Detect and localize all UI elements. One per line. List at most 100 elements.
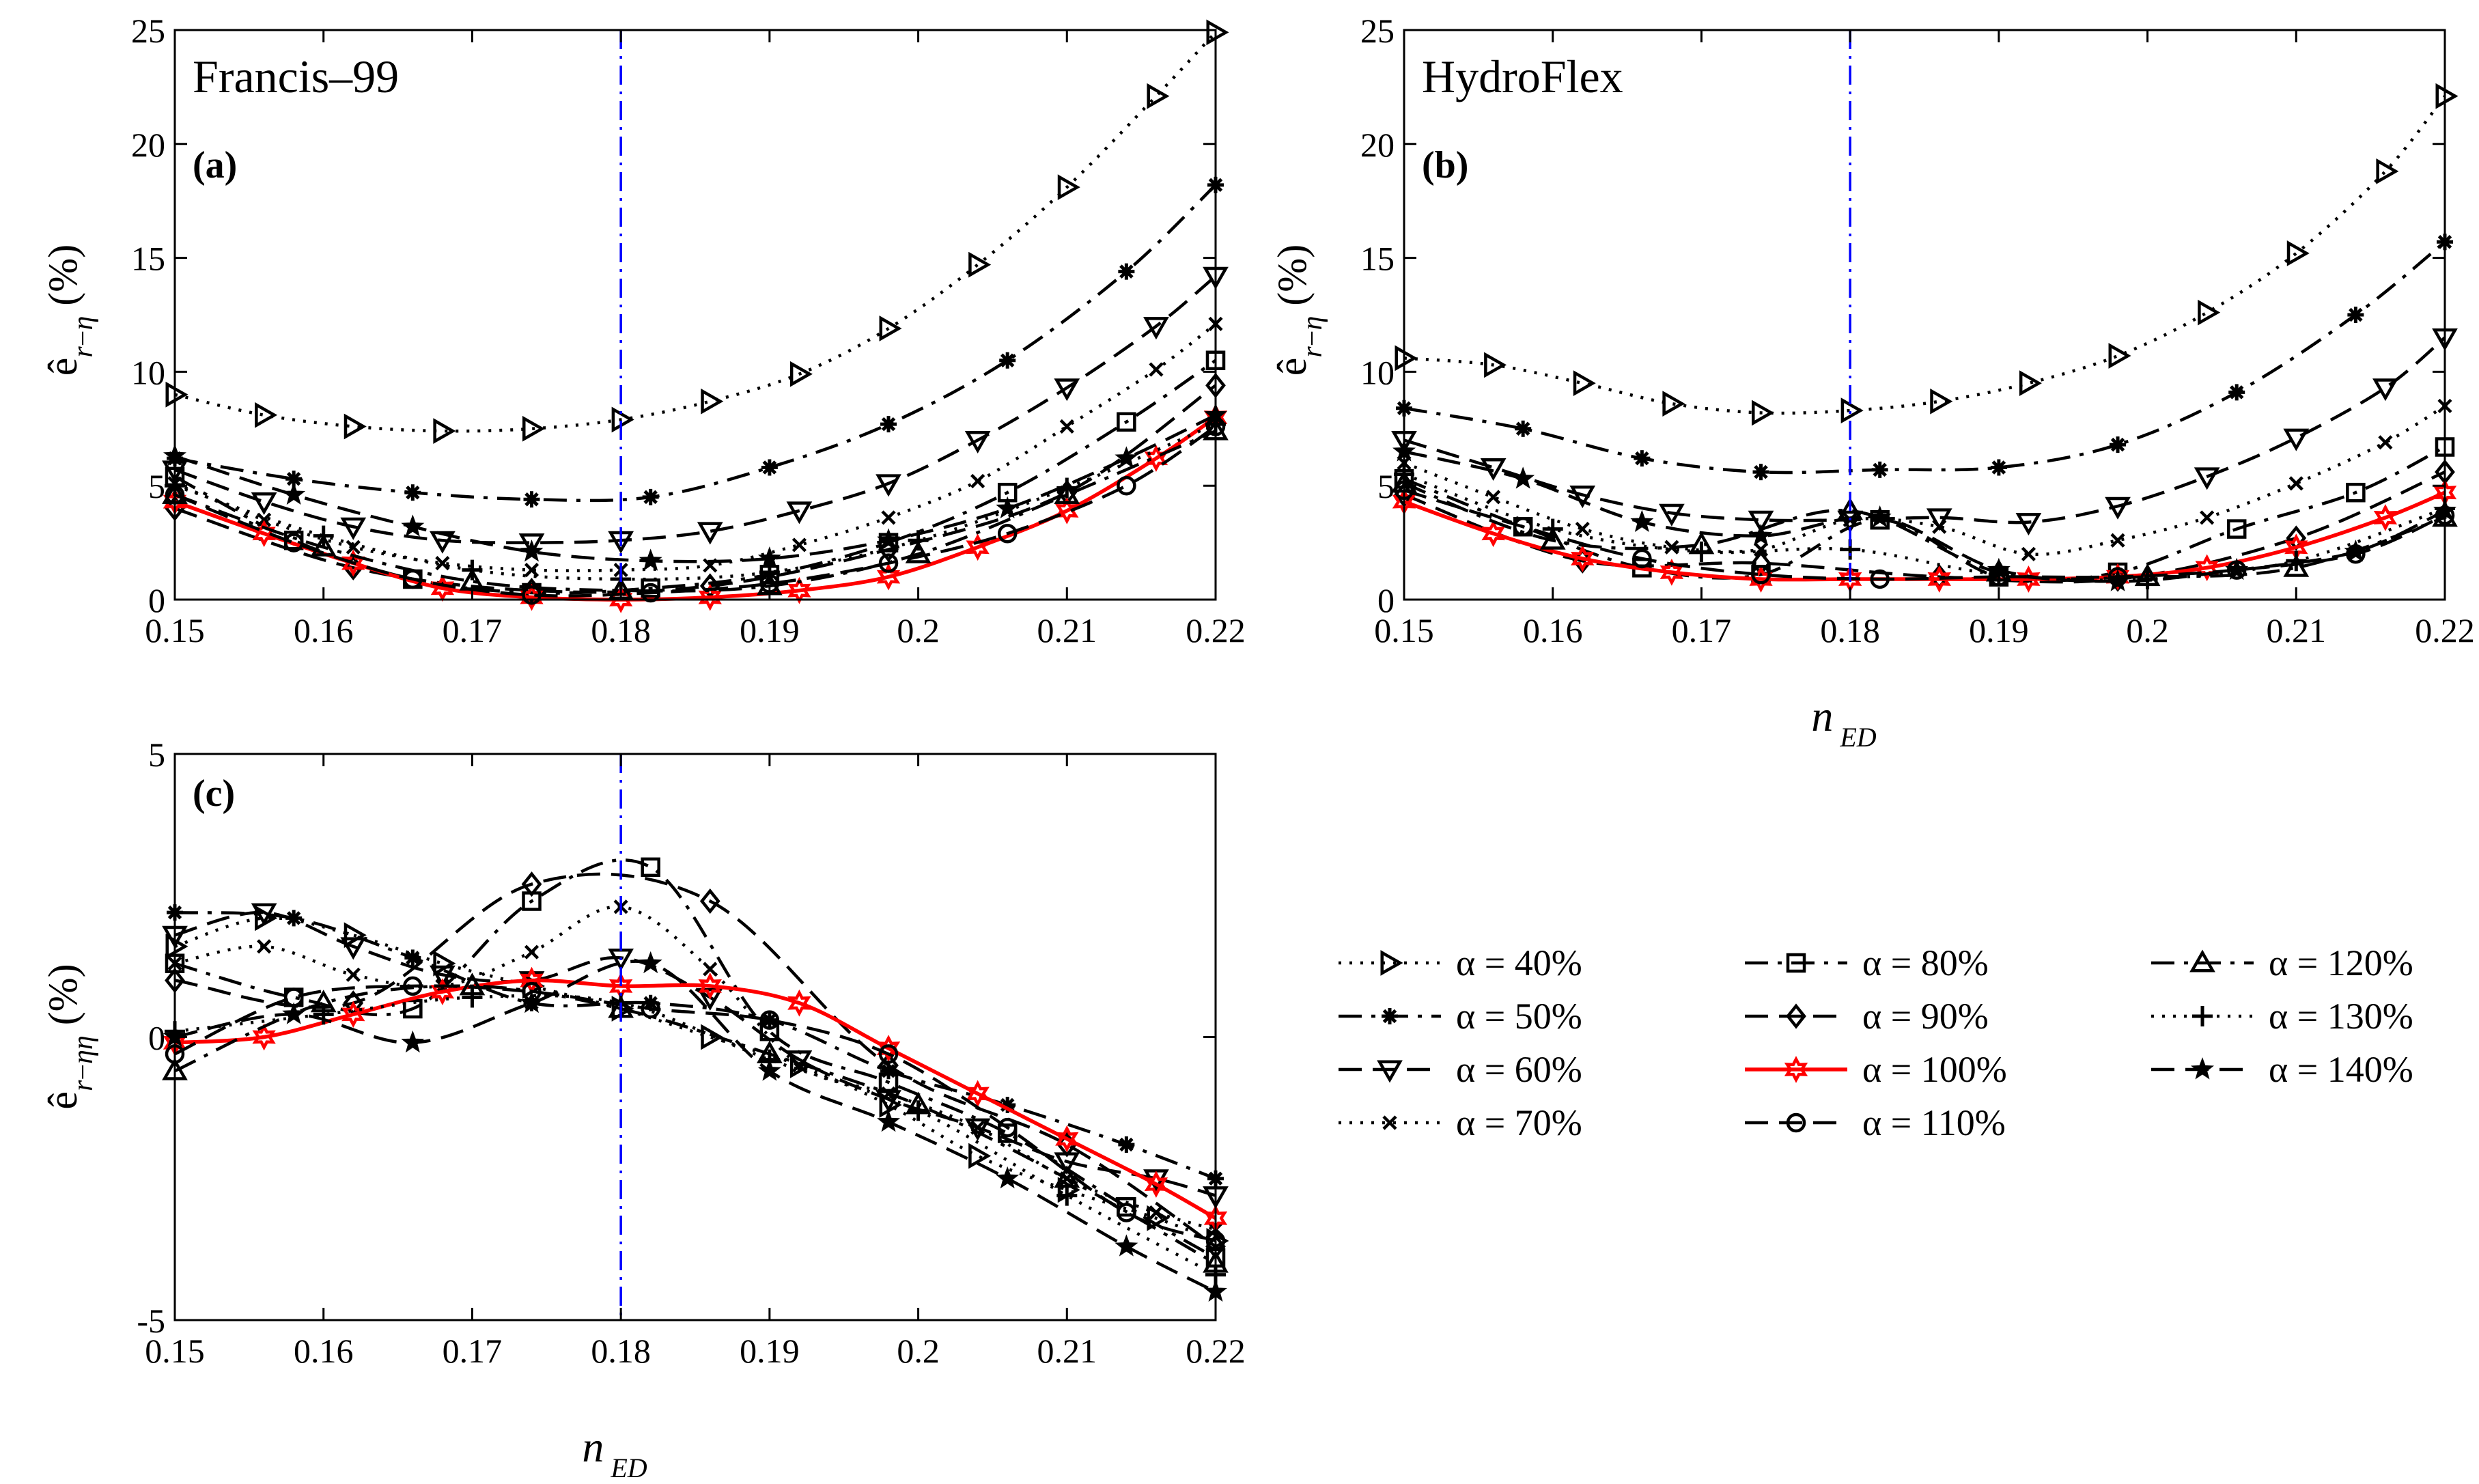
ytick-label-a-2: 10 bbox=[131, 353, 165, 391]
legend-marker-8 bbox=[2189, 949, 2215, 972]
marker-b-6-7 bbox=[2017, 565, 2041, 593]
marker-b-3-6 bbox=[1932, 519, 1947, 534]
series-line-c-6 bbox=[174, 978, 1217, 1220]
marker-a-7-1 bbox=[283, 533, 304, 552]
marker-a-2-4 bbox=[518, 533, 545, 557]
marker-c-10-4 bbox=[639, 951, 662, 974]
marker-a-10-7 bbox=[996, 496, 1020, 519]
marker-c-7-8 bbox=[1117, 1203, 1136, 1222]
series-line-b-10 bbox=[1403, 449, 2446, 583]
xtick-label-b-2: 0.17 bbox=[1672, 611, 1732, 649]
ticks-a: 0.15 0.16 0.17 0.18 0.19 0.2 0.21 0.22 0 5 10 15 20 2… bbox=[131, 12, 1246, 649]
xtick-label-c-5: 0.2 bbox=[897, 1332, 940, 1370]
marker-b-2-6 bbox=[1926, 508, 1952, 531]
marker-a-7-6 bbox=[878, 553, 899, 573]
xtick-label-b-1: 0.16 bbox=[1523, 611, 1583, 649]
legend-item-10: α = 140% bbox=[2151, 1049, 2413, 1090]
legend-item-5: α = 90% bbox=[1745, 996, 1989, 1037]
legend-item-3: α = 70% bbox=[1339, 1102, 1582, 1143]
legend: α = 40% α = 50% α = 60% α = 70% α = 80% α = 9… bbox=[1339, 942, 2413, 1143]
marker-b-1-3 bbox=[1752, 464, 1769, 481]
marker-a-1-5 bbox=[761, 459, 778, 476]
marker-c-7-2 bbox=[403, 976, 423, 996]
marker-c-7-6 bbox=[878, 1044, 899, 1064]
marker-c-9-2 bbox=[462, 987, 483, 1008]
legend-label-7: α = 110% bbox=[1862, 1102, 2006, 1143]
ytick-label-b-0: 0 bbox=[1377, 581, 1395, 619]
marker-b-2-11 bbox=[2372, 378, 2398, 402]
marker-c-3-11 bbox=[1149, 1205, 1164, 1220]
marker-b-0-6 bbox=[1930, 388, 1953, 415]
ytick-label-b-1: 5 bbox=[1377, 467, 1395, 505]
marker-c-0-6 bbox=[701, 1024, 724, 1050]
marker-a-2-8 bbox=[876, 474, 901, 497]
series-line-c-7 bbox=[174, 984, 1216, 1243]
marker-b-10-5 bbox=[1987, 557, 2011, 580]
marker-b-0-9 bbox=[2198, 299, 2221, 326]
marker-b-8-6 bbox=[2283, 554, 2310, 577]
ticks-c: 0.15 0.16 0.17 0.18 0.19 0.2 0.21 0.22 -5 0 5 bbox=[137, 736, 1245, 1370]
xtick-label-c-6: 0.21 bbox=[1037, 1332, 1097, 1370]
marker-b-1-2 bbox=[1634, 450, 1651, 467]
marker-b-0-0 bbox=[1395, 345, 1418, 372]
marker-c-10-7 bbox=[996, 1166, 1020, 1189]
xtick-label-c-4: 0.19 bbox=[740, 1332, 800, 1370]
marker-a-3-11 bbox=[1149, 362, 1164, 377]
legend-marker-1 bbox=[1382, 1008, 1398, 1024]
plot-b: 0.15 0.16 0.17 0.18 0.19 0.2 0.21 0.22 0 5 10 15 20 2… bbox=[1360, 12, 2475, 649]
marker-b-0-8 bbox=[2108, 343, 2131, 369]
marker-a-2-9 bbox=[964, 430, 991, 454]
series-line-a-4 bbox=[173, 359, 1217, 595]
marker-a-2-10 bbox=[1054, 378, 1080, 402]
marker-c-10-2 bbox=[401, 1030, 425, 1053]
marker-a-3-8 bbox=[881, 510, 896, 525]
marker-b-6-1 bbox=[1481, 520, 1505, 548]
panel-c-ylabel: êr−ηη (%) bbox=[40, 964, 99, 1109]
marker-b-0-2 bbox=[1573, 370, 1596, 396]
axes-box-a bbox=[173, 29, 1217, 601]
ytick-label-b-3: 15 bbox=[1360, 240, 1395, 278]
marker-b-7-4 bbox=[1870, 569, 1890, 589]
legend-marker-6 bbox=[1784, 1056, 1808, 1083]
marker-b-0-12 bbox=[2435, 83, 2459, 109]
marker-a-0-7 bbox=[789, 361, 813, 387]
xtick-label-a-1: 0.16 bbox=[294, 611, 354, 649]
legend-marker-9 bbox=[2192, 1006, 2213, 1026]
marker-a-6-6 bbox=[698, 583, 722, 611]
xtick-label-b-5: 0.2 bbox=[2126, 611, 2169, 649]
marker-c-6-8 bbox=[876, 1035, 901, 1062]
marker-a-9-1 bbox=[313, 525, 334, 546]
xtick-label-b-6: 0.21 bbox=[2267, 611, 2327, 649]
marker-b-10-2 bbox=[1630, 509, 1654, 533]
marker-b-10-8 bbox=[2344, 540, 2368, 562]
marker-a-10-6 bbox=[877, 528, 901, 550]
marker-a-10-2 bbox=[401, 514, 425, 537]
marker-b-0-1 bbox=[1484, 352, 1507, 378]
marker-c-9-6 bbox=[1056, 1185, 1078, 1206]
marker-a-1-3 bbox=[523, 491, 540, 508]
panel-b-ylabel: êr−η (%) bbox=[1270, 244, 1328, 376]
marker-c-10-6 bbox=[877, 1109, 901, 1132]
marker-b-0-3 bbox=[1662, 391, 1685, 417]
legend-marker-10 bbox=[2191, 1057, 2214, 1080]
marker-b-2-4 bbox=[1748, 510, 1774, 533]
marker-a-0-10 bbox=[1057, 174, 1080, 201]
marker-a-6-9 bbox=[966, 533, 990, 561]
marker-b-1-8 bbox=[2347, 307, 2364, 323]
marker-a-6-10 bbox=[1055, 497, 1079, 524]
marker-b-8-1 bbox=[1539, 527, 1566, 550]
marker-a-1-4 bbox=[642, 488, 659, 505]
legend-item-9: α = 130% bbox=[2151, 996, 2413, 1037]
marker-c-4-2 bbox=[403, 998, 423, 1019]
marker-c-2-6 bbox=[697, 988, 723, 1011]
marker-a-9-2 bbox=[462, 559, 483, 580]
marker-c-4-7 bbox=[997, 1123, 1018, 1143]
marker-c-5-2 bbox=[521, 871, 542, 897]
marker-b-3-8 bbox=[2110, 533, 2125, 548]
marker-c-6-7 bbox=[787, 989, 811, 1017]
marker-a-0-1 bbox=[255, 402, 278, 428]
ytick-label-a-4: 20 bbox=[131, 126, 165, 164]
panel-c-label: (c) bbox=[193, 772, 235, 815]
marker-b-6-6 bbox=[1927, 565, 1951, 593]
